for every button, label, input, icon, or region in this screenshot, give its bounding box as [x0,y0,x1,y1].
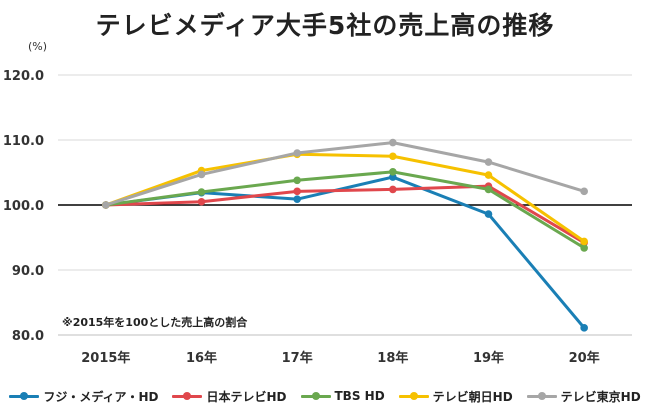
data-point [389,173,397,181]
data-point [389,152,397,161]
data-point [102,201,110,209]
x-tick-label: 2015年 [81,350,130,366]
chart-title: テレビメディア大手5社の売上高の推移 [95,11,555,40]
data-point [484,185,493,194]
data-point [389,168,397,176]
data-point [197,197,206,206]
y-tick-label: 90.0 [12,264,44,279]
data-point [484,210,493,218]
y-unit-label: (%) [28,40,47,53]
data-point [293,187,301,196]
data-point [389,138,397,147]
data-point [580,237,588,246]
data-point [389,185,397,194]
legend-item: テレビ東京HD [526,388,641,405]
legend-label: 日本テレビHD [206,389,287,404]
data-point [197,170,206,179]
legend-item: TBS HD [300,389,385,403]
x-tick-label: 18年 [377,350,408,366]
x-tick-label: 20年 [569,350,600,366]
data-point [580,244,588,252]
legend-swatch [9,391,40,401]
x-tick-label: 17年 [282,350,313,366]
chart-annotation: ※2015年を100とした売上高の割合 [62,315,248,329]
legend-swatch [526,391,557,401]
legend-item: フジ・メディア・HD [9,388,158,405]
data-point [484,158,493,166]
legend-label: フジ・メディア・HD [43,389,159,404]
series-line [104,141,586,207]
data-point [293,149,301,157]
legend-label: テレビ朝日HD [432,389,513,404]
legend-swatch [300,391,331,401]
legend-label: テレビ東京HD [560,389,641,404]
data-point [484,171,493,179]
y-tick-label: 120.0 [3,69,44,84]
data-point [293,195,301,203]
series-line [104,152,586,243]
y-tick-label: 80.0 [12,329,44,344]
legend-label: TBS HD [334,389,385,403]
data-point [197,188,206,196]
data-point [293,176,301,185]
chart-legend: フジ・メディア・HD 日本テレビHD TBS HD テレビ朝日HD テレビ東京HD [0,386,650,406]
legend-swatch [398,391,429,401]
x-tick-label: 19年 [473,350,504,366]
legend-item: 日本テレビHD [172,388,287,405]
data-point [580,324,588,332]
y-tick-label: 100.0 [3,199,44,214]
data-point [580,187,588,196]
legend-swatch [172,391,203,401]
y-tick-label: 110.0 [3,134,44,149]
series-line [104,184,586,245]
legend-item: テレビ朝日HD [398,388,513,405]
x-tick-label: 16年 [186,350,217,366]
series-line [104,170,586,250]
